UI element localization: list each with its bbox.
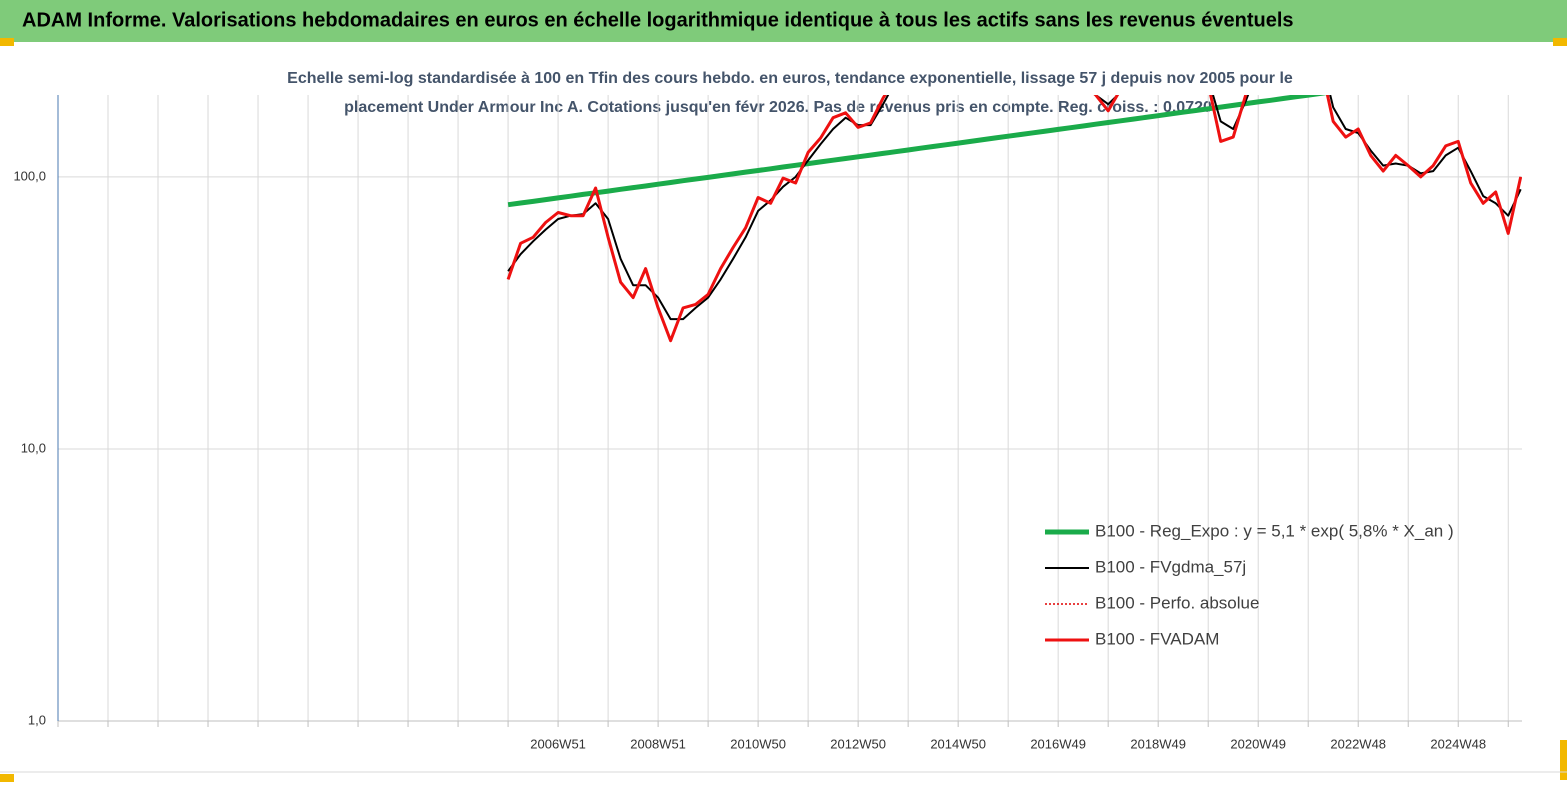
y-tick-label: 10,0 xyxy=(21,440,46,455)
series-line xyxy=(507,95,1522,321)
x-tick-label: 2024W48 xyxy=(1430,736,1486,751)
legend-label: B100 - FVADAM xyxy=(1095,629,1219,648)
series-line xyxy=(507,95,1522,342)
x-tick-label: 2022W48 xyxy=(1330,736,1386,751)
chart-title: Echelle semi-log standardisée à 100 en T… xyxy=(287,70,1293,87)
header-bar xyxy=(0,0,1567,42)
legend-label: B100 - FVgdma_57j xyxy=(1095,557,1246,576)
x-tick-label: 2008W51 xyxy=(630,736,686,751)
x-tick-label: 2006W51 xyxy=(530,736,586,751)
chart-title: placement Under Armour Inc A. Cotations … xyxy=(344,99,1212,116)
x-tick-label: 2010W50 xyxy=(730,736,786,751)
y-tick-label: 1,0 xyxy=(28,712,46,727)
corner xyxy=(1553,38,1567,46)
corner xyxy=(0,774,14,782)
plot xyxy=(506,95,1522,343)
corner xyxy=(0,38,14,46)
corner xyxy=(1560,740,1567,780)
x-tick-label: 2012W50 xyxy=(830,736,886,751)
legend: B100 - Reg_Expo : y = 5,1 * exp( 5,8% * … xyxy=(1045,521,1454,648)
header-title: ADAM Informe. Valorisations hebdomadaire… xyxy=(22,9,1294,31)
series-line xyxy=(507,95,1328,208)
legend-label: B100 - Reg_Expo : y = 5,1 * exp( 5,8% * … xyxy=(1095,521,1454,540)
legend-label: B100 - Perfo. absolue xyxy=(1095,593,1259,612)
x-tick-label: 2016W49 xyxy=(1030,736,1086,751)
x-tick-label: 2014W50 xyxy=(930,736,986,751)
grid xyxy=(57,95,1522,727)
series-line xyxy=(506,95,1522,343)
x-tick-label: 2020W49 xyxy=(1230,736,1286,751)
x-tick-label: 2018W49 xyxy=(1130,736,1186,751)
y-tick-label: 100,0 xyxy=(13,168,46,183)
